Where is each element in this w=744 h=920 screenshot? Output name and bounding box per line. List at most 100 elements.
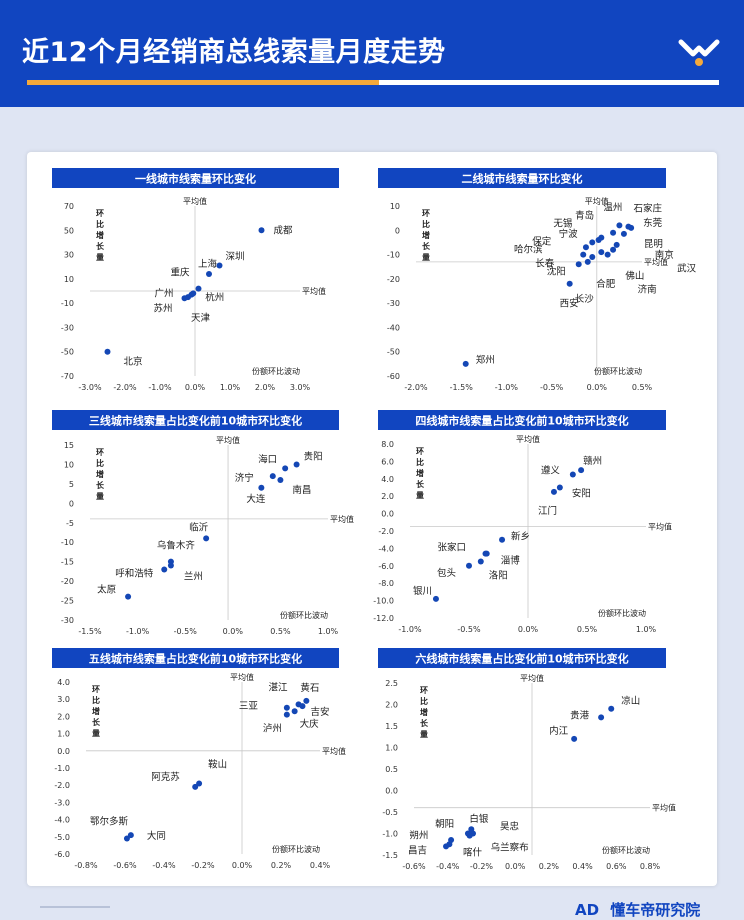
- x-tick-label: 0.5%: [577, 625, 598, 634]
- data-point-label: 朔州: [409, 829, 428, 841]
- data-point-label: 包头: [437, 567, 456, 579]
- title-underline: [379, 80, 719, 85]
- data-point: [293, 461, 300, 468]
- data-point: [580, 251, 587, 258]
- x-tick-label: -1.0%: [398, 625, 422, 634]
- x-tick-label: -1.0%: [126, 627, 150, 636]
- y-axis-label-char: 增: [92, 706, 100, 716]
- brand-logo-icon: [678, 39, 720, 66]
- data-point-label: 东莞: [643, 217, 663, 229]
- data-point-label: 银川: [413, 585, 432, 597]
- data-point: [575, 261, 582, 268]
- y-axis-label-char: 比: [96, 458, 104, 468]
- data-point-label: 天津: [191, 313, 211, 324]
- y-tick-label: 0.0: [57, 747, 70, 756]
- x-tick-label: -3.0%: [78, 383, 102, 392]
- y-axis-label-char: 环: [96, 209, 104, 218]
- y-tick-label: 4.0: [381, 475, 394, 484]
- y-tick-label: -1.5: [382, 851, 398, 860]
- data-point-label: 喀什: [463, 847, 483, 859]
- y-tick-label: -50: [387, 348, 400, 357]
- footer-divider: [40, 906, 110, 908]
- data-point: [620, 230, 627, 237]
- data-point-label: 大同: [147, 830, 166, 842]
- data-point: [277, 477, 284, 483]
- x-tick-label: -0.4%: [436, 862, 460, 871]
- y-tick-label: -10: [61, 538, 74, 547]
- x-tick-label: 0.6%: [606, 862, 627, 871]
- data-point-label: 杭州: [205, 291, 224, 303]
- x-tick-label: -0.2%: [470, 862, 494, 871]
- data-point-label: 昌吉: [408, 845, 427, 856]
- x-tick-label: -0.8%: [74, 861, 98, 870]
- y-axis-label-char: 比: [422, 219, 430, 229]
- avg-y-label: 平均值: [644, 257, 668, 267]
- chart-title: 四线城市线索量占比变化前10城市环比变化: [415, 414, 628, 428]
- data-point-label: 黄石: [300, 682, 319, 694]
- y-tick-label: -6.0: [54, 850, 70, 859]
- y-tick-label: -10.0: [373, 597, 394, 606]
- avg-x-label: 平均值: [183, 196, 207, 206]
- x-tick-label: 0.0%: [518, 625, 539, 634]
- chart-title: 六线城市线索量占比变化前10城市环比变化: [415, 652, 628, 666]
- data-point: [582, 244, 589, 251]
- data-point: [616, 222, 623, 229]
- x-tick-label: -1.5%: [78, 627, 102, 636]
- data-point: [499, 536, 506, 543]
- x-tick-label: -1.0%: [148, 383, 172, 392]
- y-tick-label: 50: [64, 226, 74, 235]
- y-axis-label-char: 环: [96, 448, 104, 457]
- data-point-label: 长春: [535, 258, 555, 270]
- y-axis-label-char: 量: [416, 490, 424, 500]
- y-axis-label: 环比增长量: [92, 685, 101, 738]
- x-tick-label: -1.0%: [495, 383, 519, 392]
- data-point-label: 上海: [198, 258, 218, 270]
- y-axis-label-char: 增: [416, 468, 424, 478]
- avg-x-label: 平均值: [516, 434, 540, 444]
- data-point: [443, 843, 450, 850]
- y-axis-label-char: 量: [422, 252, 430, 262]
- y-tick-label: -12.0: [373, 614, 394, 623]
- y-axis-label-char: 量: [92, 728, 100, 738]
- data-point-label: 鞍山: [208, 758, 227, 770]
- y-axis-label-char: 比: [420, 696, 428, 706]
- chart-tier6-cities: 六线城市线索量占比变化前10城市环比变化 -1.5 -1.0 -0.5 0.0 0.5 1.…: [378, 648, 676, 871]
- data-point-label: 湛江: [269, 682, 289, 693]
- y-axis-label-char: 环: [92, 685, 100, 694]
- data-point-label: 南昌: [292, 484, 311, 496]
- avg-y-label: 平均值: [652, 803, 676, 813]
- data-point-label: 青岛: [575, 210, 594, 222]
- data-point: [566, 280, 573, 287]
- data-point: [125, 593, 132, 600]
- y-axis-label: 环比增长量: [96, 448, 105, 501]
- data-point: [578, 467, 585, 474]
- data-point-label: 鄂尔多斯: [90, 816, 129, 828]
- x-tick-label: -0.5%: [457, 625, 481, 634]
- y-tick-label: 10: [64, 460, 74, 469]
- chart-tier1-cities: 一线城市线索量环比变化 -70 -50 -30 -10 10 30 50 70 -3.0% -2.0…: [52, 168, 339, 392]
- data-point-label: 阿克苏: [151, 771, 180, 783]
- footer-brand-name: 懂车帝研究院: [610, 901, 701, 919]
- x-tick-label: 1.0%: [318, 627, 339, 636]
- y-axis-label-char: 增: [422, 230, 430, 240]
- data-point-label: 济宁: [235, 472, 254, 484]
- data-point-label: 沈阳: [547, 265, 566, 277]
- chart-title-banner: [52, 168, 339, 188]
- y-tick-label: -4.0: [378, 544, 394, 553]
- data-point: [206, 271, 212, 277]
- data-point-label: 温州: [603, 202, 622, 213]
- x-tick-label: -0.6%: [402, 862, 426, 871]
- x-tick-label: 0.0%: [505, 862, 526, 871]
- data-point: [203, 535, 210, 542]
- data-point-label: 朝阳: [435, 819, 454, 830]
- y-axis-label-char: 长: [422, 241, 431, 251]
- y-axis-label-char: 比: [416, 457, 424, 467]
- avg-y-label: 平均值: [322, 746, 346, 756]
- x-tick-label: -0.4%: [152, 861, 176, 870]
- data-point-label: 贵阳: [304, 450, 323, 462]
- x-tick-label: 0.0%: [223, 627, 244, 636]
- data-point-label: 兰州: [184, 571, 203, 583]
- chart-title: 三线城市线索量占比变化前10城市环比变化: [89, 414, 302, 428]
- title-underline-accent: [27, 80, 379, 85]
- data-point: [283, 711, 290, 718]
